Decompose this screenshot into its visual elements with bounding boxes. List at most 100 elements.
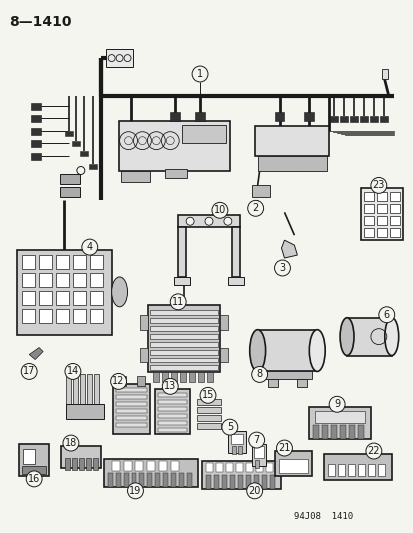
Bar [219, 315, 227, 330]
Bar [376, 204, 386, 213]
Bar [158, 414, 187, 418]
Bar [115, 423, 147, 427]
Circle shape [192, 66, 207, 82]
Bar [80, 375, 85, 404]
Bar [66, 404, 103, 419]
Bar [269, 475, 274, 489]
Bar [377, 464, 384, 476]
Bar [56, 291, 69, 305]
Bar [148, 305, 219, 373]
Circle shape [21, 364, 37, 379]
Bar [202, 461, 281, 489]
Circle shape [378, 307, 394, 322]
Bar [237, 446, 241, 454]
Circle shape [247, 200, 263, 216]
Bar [163, 473, 168, 487]
Bar [206, 373, 212, 382]
Bar [155, 389, 190, 434]
Bar [389, 192, 399, 201]
Text: 23: 23 [372, 181, 384, 190]
Bar [363, 216, 373, 225]
Bar [131, 473, 136, 487]
Bar [171, 461, 179, 471]
Bar [363, 228, 373, 237]
Text: 10: 10 [213, 205, 225, 215]
Bar [189, 373, 195, 382]
Bar [158, 400, 187, 404]
Bar [297, 379, 306, 387]
Bar [158, 393, 187, 397]
Bar [180, 373, 186, 382]
Bar [346, 318, 391, 356]
Bar [349, 116, 357, 122]
Circle shape [246, 483, 262, 499]
Bar [267, 379, 277, 387]
Bar [61, 446, 100, 468]
Bar [115, 402, 147, 406]
Bar [197, 407, 221, 413]
Text: 20: 20 [248, 486, 260, 496]
Bar [254, 126, 328, 156]
Bar [321, 425, 328, 439]
Bar [60, 188, 80, 197]
Bar [115, 416, 147, 420]
Bar [158, 428, 187, 432]
Bar [381, 69, 387, 79]
Bar [162, 373, 168, 382]
Bar [165, 168, 187, 179]
Circle shape [223, 217, 231, 225]
Circle shape [211, 203, 227, 218]
Bar [197, 415, 221, 421]
Bar [140, 348, 148, 362]
Bar [359, 116, 367, 122]
Bar [216, 463, 222, 472]
Bar [369, 116, 377, 122]
Bar [22, 255, 35, 269]
Bar [123, 473, 128, 487]
Bar [245, 463, 252, 472]
Bar [150, 366, 217, 370]
Bar [174, 277, 190, 285]
Bar [230, 434, 242, 444]
Bar [135, 461, 143, 471]
Bar [56, 309, 69, 322]
Circle shape [370, 177, 386, 193]
Circle shape [204, 217, 212, 225]
Bar [22, 466, 46, 474]
Bar [357, 425, 363, 439]
Bar [330, 116, 337, 122]
Circle shape [63, 435, 78, 451]
Bar [31, 152, 41, 159]
Text: 21: 21 [278, 443, 290, 453]
Bar [65, 131, 73, 136]
Circle shape [276, 440, 292, 456]
Bar [304, 112, 313, 121]
Circle shape [199, 387, 216, 403]
Bar [120, 171, 150, 182]
Bar [376, 216, 386, 225]
Bar [363, 204, 373, 213]
Bar [179, 473, 184, 487]
Bar [315, 411, 364, 423]
Bar [330, 425, 336, 439]
Bar [150, 334, 217, 338]
Bar [257, 330, 316, 372]
Text: 18: 18 [65, 438, 77, 448]
Bar [225, 463, 232, 472]
Circle shape [65, 364, 81, 379]
Bar [357, 464, 364, 476]
Bar [23, 449, 35, 464]
Ellipse shape [384, 318, 398, 356]
Bar [219, 348, 227, 362]
Bar [253, 475, 258, 489]
Bar [379, 116, 387, 122]
Bar [73, 309, 85, 322]
Bar [150, 358, 217, 362]
Bar [39, 309, 52, 322]
Bar [178, 215, 239, 227]
Bar [72, 458, 77, 470]
Bar [73, 291, 85, 305]
Bar [171, 473, 176, 487]
Bar [170, 112, 180, 121]
Bar [93, 458, 97, 470]
